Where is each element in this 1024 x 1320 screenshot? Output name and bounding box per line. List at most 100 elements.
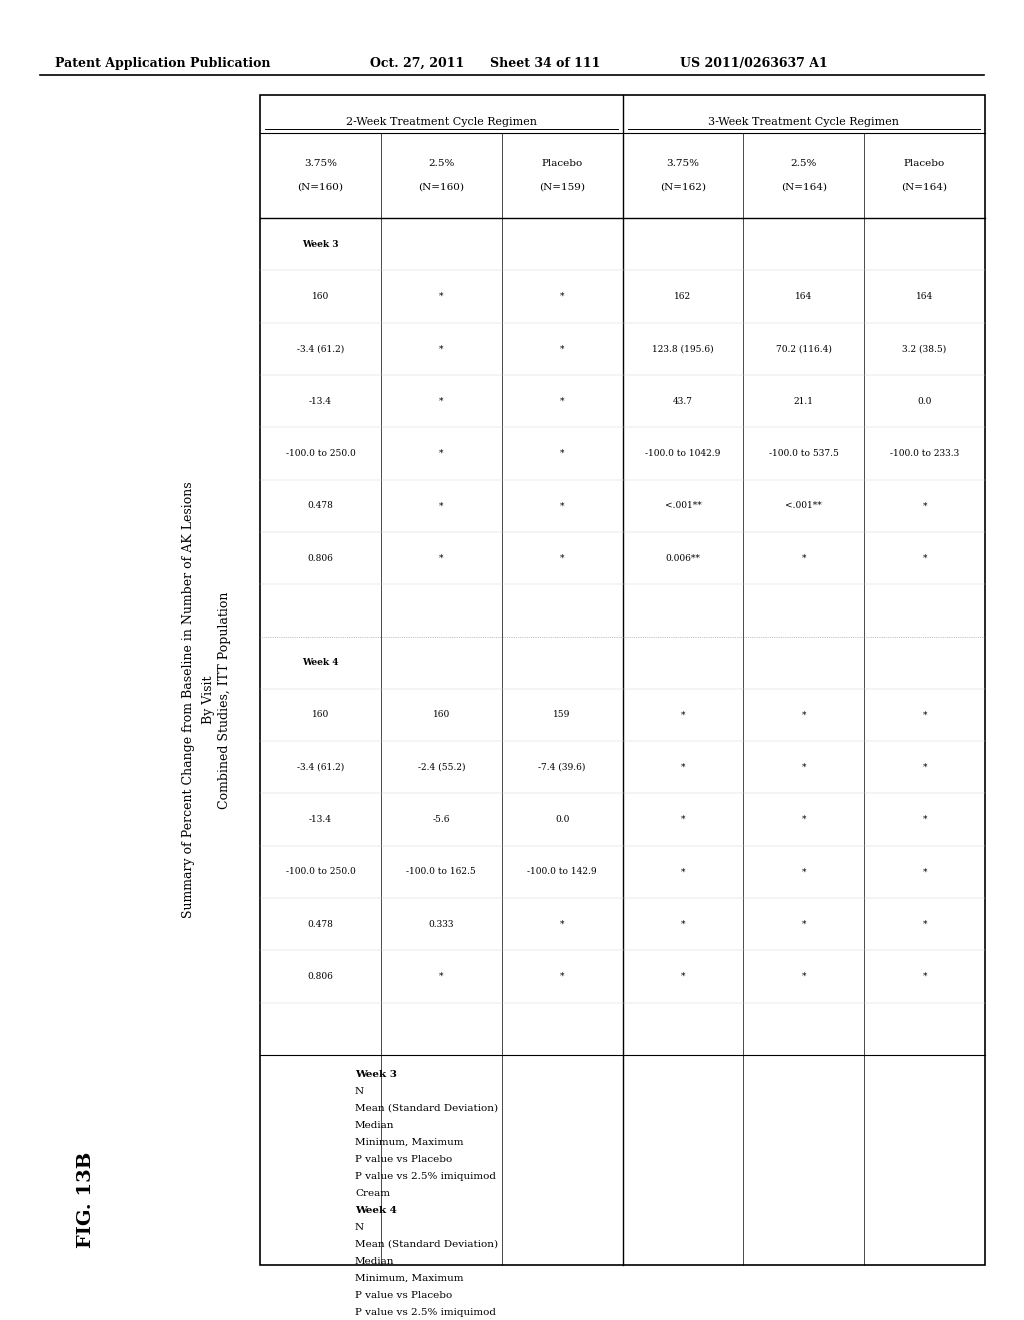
Text: *: * bbox=[439, 396, 443, 405]
Text: *: * bbox=[681, 920, 685, 929]
Text: Combined Studies, ITT Population: Combined Studies, ITT Population bbox=[218, 591, 231, 809]
Text: 160: 160 bbox=[432, 710, 450, 719]
Text: -3.4 (61.2): -3.4 (61.2) bbox=[297, 763, 344, 772]
Text: -5.6: -5.6 bbox=[432, 814, 450, 824]
Text: *: * bbox=[802, 553, 806, 562]
Text: Week 4: Week 4 bbox=[355, 1206, 397, 1214]
Text: *: * bbox=[802, 763, 806, 772]
Text: *: * bbox=[681, 710, 685, 719]
Text: Week 4: Week 4 bbox=[302, 659, 339, 667]
Text: Mean (Standard Deviation): Mean (Standard Deviation) bbox=[355, 1104, 498, 1113]
Text: *: * bbox=[681, 867, 685, 876]
Text: -7.4 (39.6): -7.4 (39.6) bbox=[539, 763, 586, 772]
Text: *: * bbox=[923, 867, 927, 876]
Text: P value vs 2.5% imiquimod: P value vs 2.5% imiquimod bbox=[355, 1308, 496, 1317]
Text: 0.333: 0.333 bbox=[428, 920, 454, 929]
Text: 0.006**: 0.006** bbox=[666, 553, 700, 562]
Text: 162: 162 bbox=[675, 292, 691, 301]
Text: *: * bbox=[923, 553, 927, 562]
Text: *: * bbox=[923, 763, 927, 772]
Text: Week 3: Week 3 bbox=[355, 1071, 397, 1078]
Text: -2.4 (55.2): -2.4 (55.2) bbox=[418, 763, 465, 772]
Text: *: * bbox=[802, 867, 806, 876]
Text: *: * bbox=[681, 972, 685, 981]
Text: Summary of Percent Change from Baseline in Number of AK Lesions: Summary of Percent Change from Baseline … bbox=[182, 482, 195, 919]
Text: -3.4 (61.2): -3.4 (61.2) bbox=[297, 345, 344, 354]
Text: *: * bbox=[923, 502, 927, 511]
Text: *: * bbox=[923, 710, 927, 719]
Text: *: * bbox=[439, 292, 443, 301]
Text: 160: 160 bbox=[311, 292, 329, 301]
Text: *: * bbox=[560, 396, 564, 405]
Text: *: * bbox=[439, 553, 443, 562]
Text: 164: 164 bbox=[795, 292, 812, 301]
Text: P value vs 2.5% imiquimod: P value vs 2.5% imiquimod bbox=[355, 1172, 496, 1181]
Text: -13.4: -13.4 bbox=[309, 396, 332, 405]
Text: Patent Application Publication: Patent Application Publication bbox=[55, 57, 270, 70]
Text: *: * bbox=[802, 920, 806, 929]
Text: 43.7: 43.7 bbox=[673, 396, 693, 405]
Text: 3.75%: 3.75% bbox=[304, 158, 337, 168]
Bar bbox=[260, 95, 985, 1265]
Text: *: * bbox=[439, 345, 443, 354]
Text: Median: Median bbox=[355, 1257, 394, 1266]
Text: -100.0 to 537.5: -100.0 to 537.5 bbox=[769, 449, 839, 458]
Text: Oct. 27, 2011: Oct. 27, 2011 bbox=[370, 57, 464, 70]
Text: *: * bbox=[560, 553, 564, 562]
Text: 0.806: 0.806 bbox=[307, 553, 334, 562]
Text: Minimum, Maximum: Minimum, Maximum bbox=[355, 1274, 464, 1283]
Text: Mean (Standard Deviation): Mean (Standard Deviation) bbox=[355, 1239, 498, 1249]
Text: *: * bbox=[560, 449, 564, 458]
Text: *: * bbox=[439, 502, 443, 511]
Text: 0.806: 0.806 bbox=[307, 972, 334, 981]
Text: *: * bbox=[802, 814, 806, 824]
Text: P value vs Placebo: P value vs Placebo bbox=[355, 1155, 453, 1164]
Text: -100.0 to 233.3: -100.0 to 233.3 bbox=[890, 449, 959, 458]
Text: 0.0: 0.0 bbox=[555, 814, 569, 824]
Text: (N=162): (N=162) bbox=[659, 183, 706, 191]
Text: Median: Median bbox=[355, 1121, 394, 1130]
Text: *: * bbox=[923, 972, 927, 981]
Text: *: * bbox=[560, 972, 564, 981]
Text: -100.0 to 162.5: -100.0 to 162.5 bbox=[407, 867, 476, 876]
Text: -100.0 to 250.0: -100.0 to 250.0 bbox=[286, 867, 355, 876]
Text: N: N bbox=[355, 1224, 365, 1232]
Text: (N=159): (N=159) bbox=[539, 183, 585, 191]
Text: -13.4: -13.4 bbox=[309, 814, 332, 824]
Text: *: * bbox=[681, 814, 685, 824]
Text: *: * bbox=[560, 920, 564, 929]
Text: <.001**: <.001** bbox=[665, 502, 701, 511]
Text: 0.478: 0.478 bbox=[307, 502, 334, 511]
Text: N: N bbox=[355, 1086, 365, 1096]
Text: 70.2 (116.4): 70.2 (116.4) bbox=[776, 345, 831, 354]
Text: *: * bbox=[923, 814, 927, 824]
Text: 164: 164 bbox=[915, 292, 933, 301]
Text: Placebo: Placebo bbox=[542, 158, 583, 168]
Text: 159: 159 bbox=[553, 710, 570, 719]
Text: (N=164): (N=164) bbox=[780, 183, 826, 191]
Text: -100.0 to 250.0: -100.0 to 250.0 bbox=[286, 449, 355, 458]
Text: *: * bbox=[681, 763, 685, 772]
Text: By Visit: By Visit bbox=[202, 676, 215, 725]
Text: *: * bbox=[560, 292, 564, 301]
Text: (N=160): (N=160) bbox=[297, 183, 343, 191]
Text: <.001**: <.001** bbox=[785, 502, 822, 511]
Text: P value vs Placebo: P value vs Placebo bbox=[355, 1291, 453, 1300]
Text: 2.5%: 2.5% bbox=[791, 158, 817, 168]
Text: *: * bbox=[439, 449, 443, 458]
Text: 2-Week Treatment Cycle Regimen: 2-Week Treatment Cycle Regimen bbox=[346, 117, 537, 127]
Text: -100.0 to 1042.9: -100.0 to 1042.9 bbox=[645, 449, 721, 458]
Text: Week 3: Week 3 bbox=[302, 240, 339, 248]
Text: US 2011/0263637 A1: US 2011/0263637 A1 bbox=[680, 57, 827, 70]
Text: *: * bbox=[439, 972, 443, 981]
Text: Cream: Cream bbox=[355, 1189, 390, 1199]
Text: *: * bbox=[923, 920, 927, 929]
Text: *: * bbox=[560, 345, 564, 354]
Text: 2.5%: 2.5% bbox=[428, 158, 455, 168]
Text: 3-Week Treatment Cycle Regimen: 3-Week Treatment Cycle Regimen bbox=[709, 117, 899, 127]
Text: Sheet 34 of 111: Sheet 34 of 111 bbox=[490, 57, 600, 70]
Text: (N=164): (N=164) bbox=[901, 183, 947, 191]
Text: *: * bbox=[560, 502, 564, 511]
Text: 0.478: 0.478 bbox=[307, 920, 334, 929]
Text: 160: 160 bbox=[311, 710, 329, 719]
